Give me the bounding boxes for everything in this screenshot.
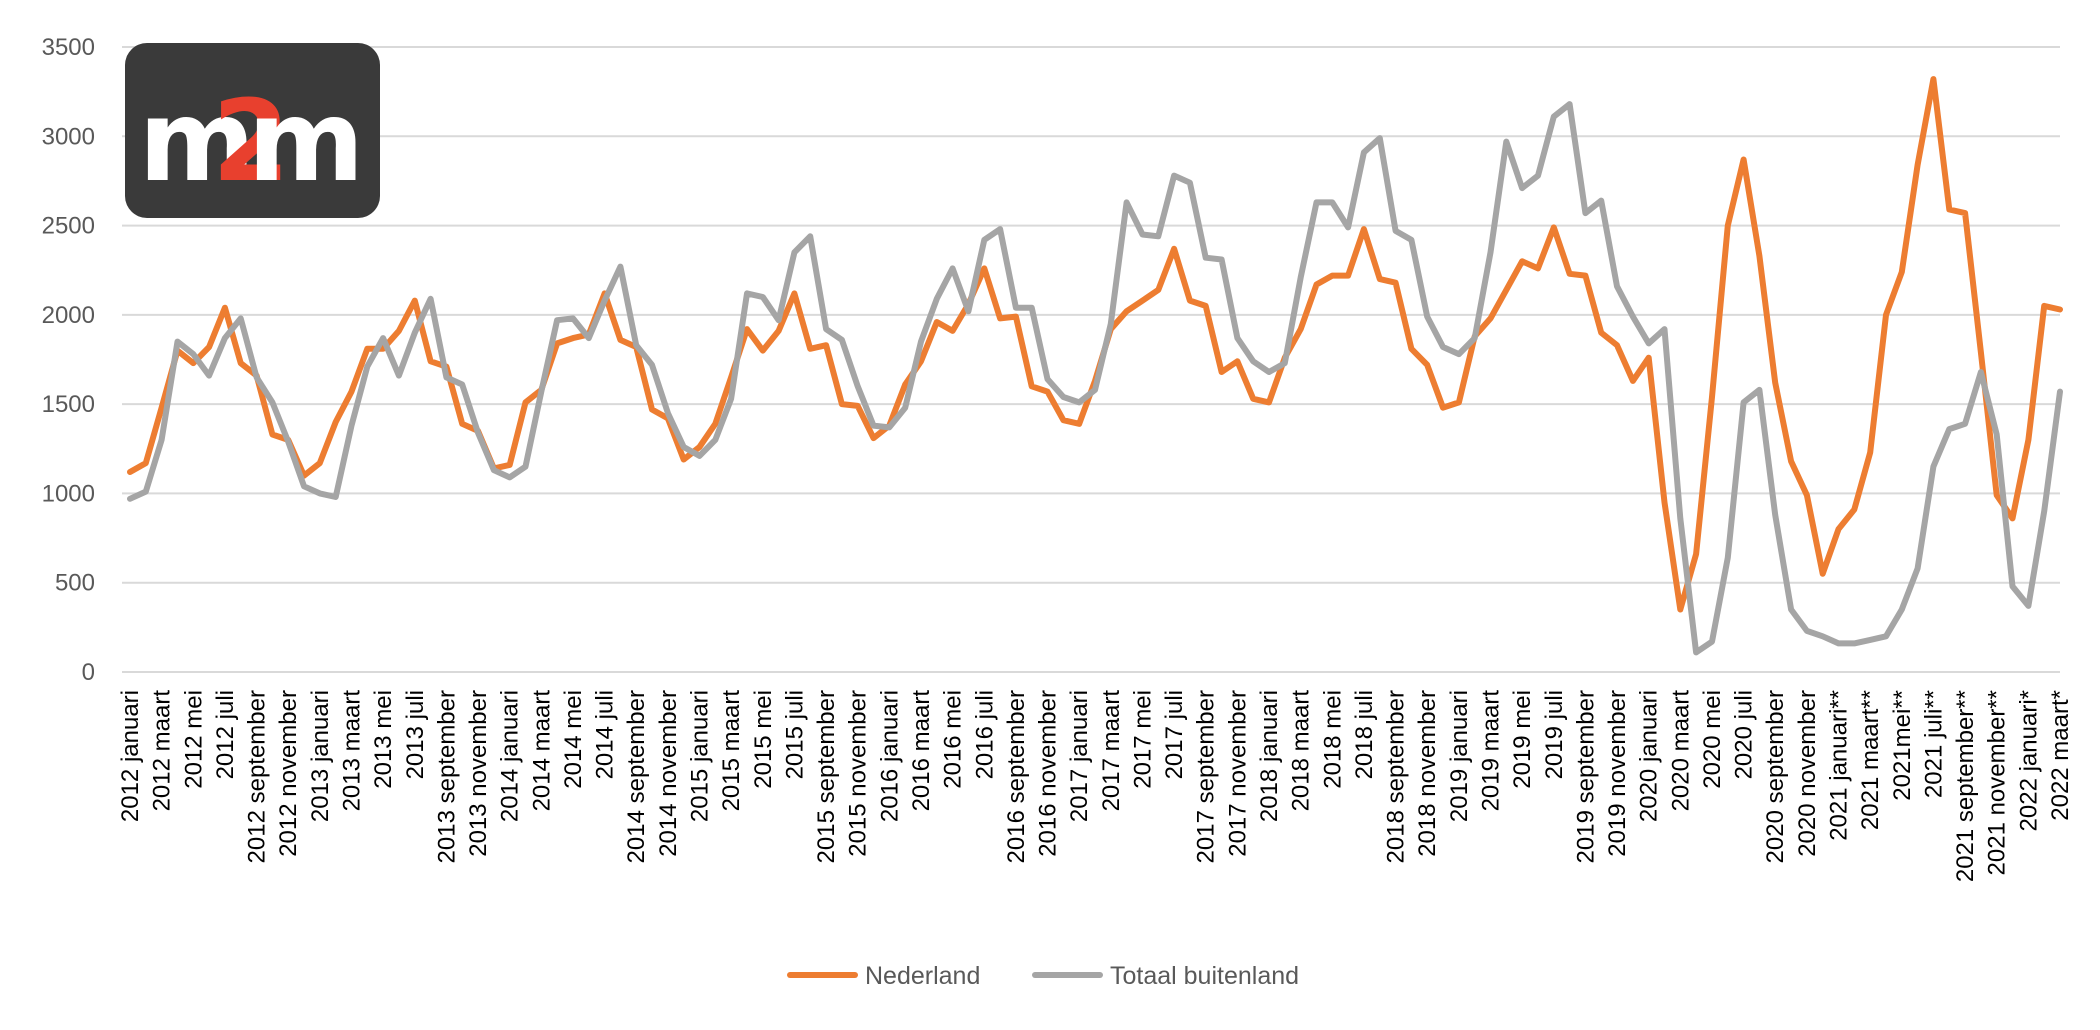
x-tick-label: 2017 november [1224, 690, 1251, 857]
x-tick-label: 2015 september [813, 690, 840, 863]
x-tick-label: 2020 mei [1699, 690, 1726, 789]
x-tick-label: 2019 maart [1477, 690, 1504, 812]
y-tick-label: 3000 [42, 123, 95, 150]
y-tick-label: 2000 [42, 302, 95, 329]
y-tick-label: 1000 [42, 480, 95, 507]
x-tick-label: 2018 maart [1288, 690, 1315, 812]
x-tick-label: 2012 mei [180, 690, 207, 789]
logo-background [125, 43, 380, 218]
x-tick-label: 2016 juli [971, 690, 998, 779]
y-tick-label: 3500 [42, 34, 95, 61]
logo-letter-right: m [248, 77, 365, 207]
logo-letter-left: m [139, 77, 256, 207]
x-tick-label: 2019 juli [1541, 690, 1568, 779]
x-tick-label: 2019 september [1572, 690, 1599, 863]
x-tick-label: 2012 september [244, 690, 271, 863]
x-tick-label: 2014 mei [560, 690, 587, 789]
x-tick-label: 2017 juli [1161, 690, 1188, 779]
x-tick-label: 2021mei** [1889, 690, 1916, 801]
x-tick-label: 2016 januari [876, 690, 903, 822]
x-tick-label: 2017 mei [1129, 690, 1156, 789]
x-tick-label: 2014 maart [528, 690, 555, 812]
x-tick-label: 2013 mei [370, 690, 397, 789]
x-tick-label: 2020 september [1762, 690, 1789, 863]
x-tick-label: 2014 januari [497, 690, 524, 822]
legend-label: Nederland [865, 962, 980, 990]
x-axis-ticks: 2012 januari 2012 maart 2012 mei 2012 juli 2… [117, 690, 2074, 882]
x-tick-label: 2020 maart [1667, 690, 1694, 812]
x-tick-label: 2017 september [1193, 690, 1220, 863]
x-tick-label: 2016 maart [908, 690, 935, 812]
x-tick-label: 2013 maart [338, 690, 365, 812]
y-axis-ticks: 0 500 1000 1500 2000 2500 3000 3500 [42, 34, 95, 686]
x-tick-label: 2019 november [1604, 690, 1631, 857]
x-tick-label: 2012 maart [149, 690, 176, 812]
x-tick-label: 2019 januari [1446, 690, 1473, 822]
x-tick-label: 2012 juli [212, 690, 239, 779]
x-tick-label: 2022 januari* [2015, 690, 2042, 831]
x-tick-label: 2016 mei [940, 690, 967, 789]
x-tick-label: 2013 januari [307, 690, 334, 822]
x-tick-label: 2018 januari [1256, 690, 1283, 822]
x-tick-label: 2022 maart* [2047, 690, 2074, 821]
x-tick-label: 2013 juli [402, 690, 429, 779]
series-line-totaal-buitenland [127, 101, 2063, 656]
x-tick-label: 2017 januari [1066, 690, 1093, 822]
x-tick-label: 2012 januari [117, 690, 144, 822]
logo-letter-mid: 2 [212, 77, 290, 207]
series-line-nederland [127, 76, 2063, 613]
y-tick-label: 2500 [42, 213, 95, 240]
x-tick-label: 2020 juli [1731, 690, 1758, 779]
grid-lines [122, 46, 2060, 673]
x-tick-label: 2017 maart [1098, 690, 1125, 812]
y-tick-label: 1500 [42, 391, 95, 418]
x-tick-label: 2014 november [655, 690, 682, 857]
y-tick-label: 0 [82, 659, 95, 686]
x-tick-label: 2018 mei [1319, 690, 1346, 789]
x-tick-label: 2015 januari [687, 690, 714, 822]
m2m-logo: m 2 m [125, 43, 380, 218]
x-tick-label: 2015 mei [750, 690, 777, 789]
x-tick-label: 2016 november [1035, 690, 1062, 857]
x-tick-label: 2014 september [623, 690, 650, 863]
x-tick-label: 2013 november [465, 690, 492, 857]
x-tick-label: 2020 januari [1636, 690, 1663, 822]
x-tick-label: 2021 januari** [1826, 690, 1853, 841]
x-tick-label: 2021 september** [1952, 690, 1979, 882]
x-tick-label: 2012 november [275, 690, 302, 857]
x-tick-label: 2018 september [1383, 690, 1410, 863]
x-tick-label: 2018 juli [1351, 690, 1378, 779]
x-tick-label: 2021 november** [1984, 690, 2011, 875]
y-tick-label: 500 [55, 570, 95, 597]
x-tick-label: 2018 november [1414, 690, 1441, 857]
x-tick-label: 2016 september [1003, 690, 1030, 863]
x-tick-label: 2019 mei [1509, 690, 1536, 789]
legend-label: Totaal buitenland [1110, 962, 1299, 990]
x-tick-label: 2021 juli** [1920, 690, 1947, 798]
x-tick-label: 2020 november [1794, 690, 1821, 857]
x-tick-label: 2013 september [433, 690, 460, 863]
x-tick-label: 2014 juli [592, 690, 619, 779]
x-tick-label: 2015 november [845, 690, 872, 857]
x-tick-label: 2021 maart** [1857, 690, 1884, 830]
x-tick-label: 2015 juli [781, 690, 808, 779]
legend: Nederland Totaal buitenland [787, 962, 1299, 990]
series-lines [127, 76, 2063, 656]
x-tick-label: 2015 maart [718, 690, 745, 812]
